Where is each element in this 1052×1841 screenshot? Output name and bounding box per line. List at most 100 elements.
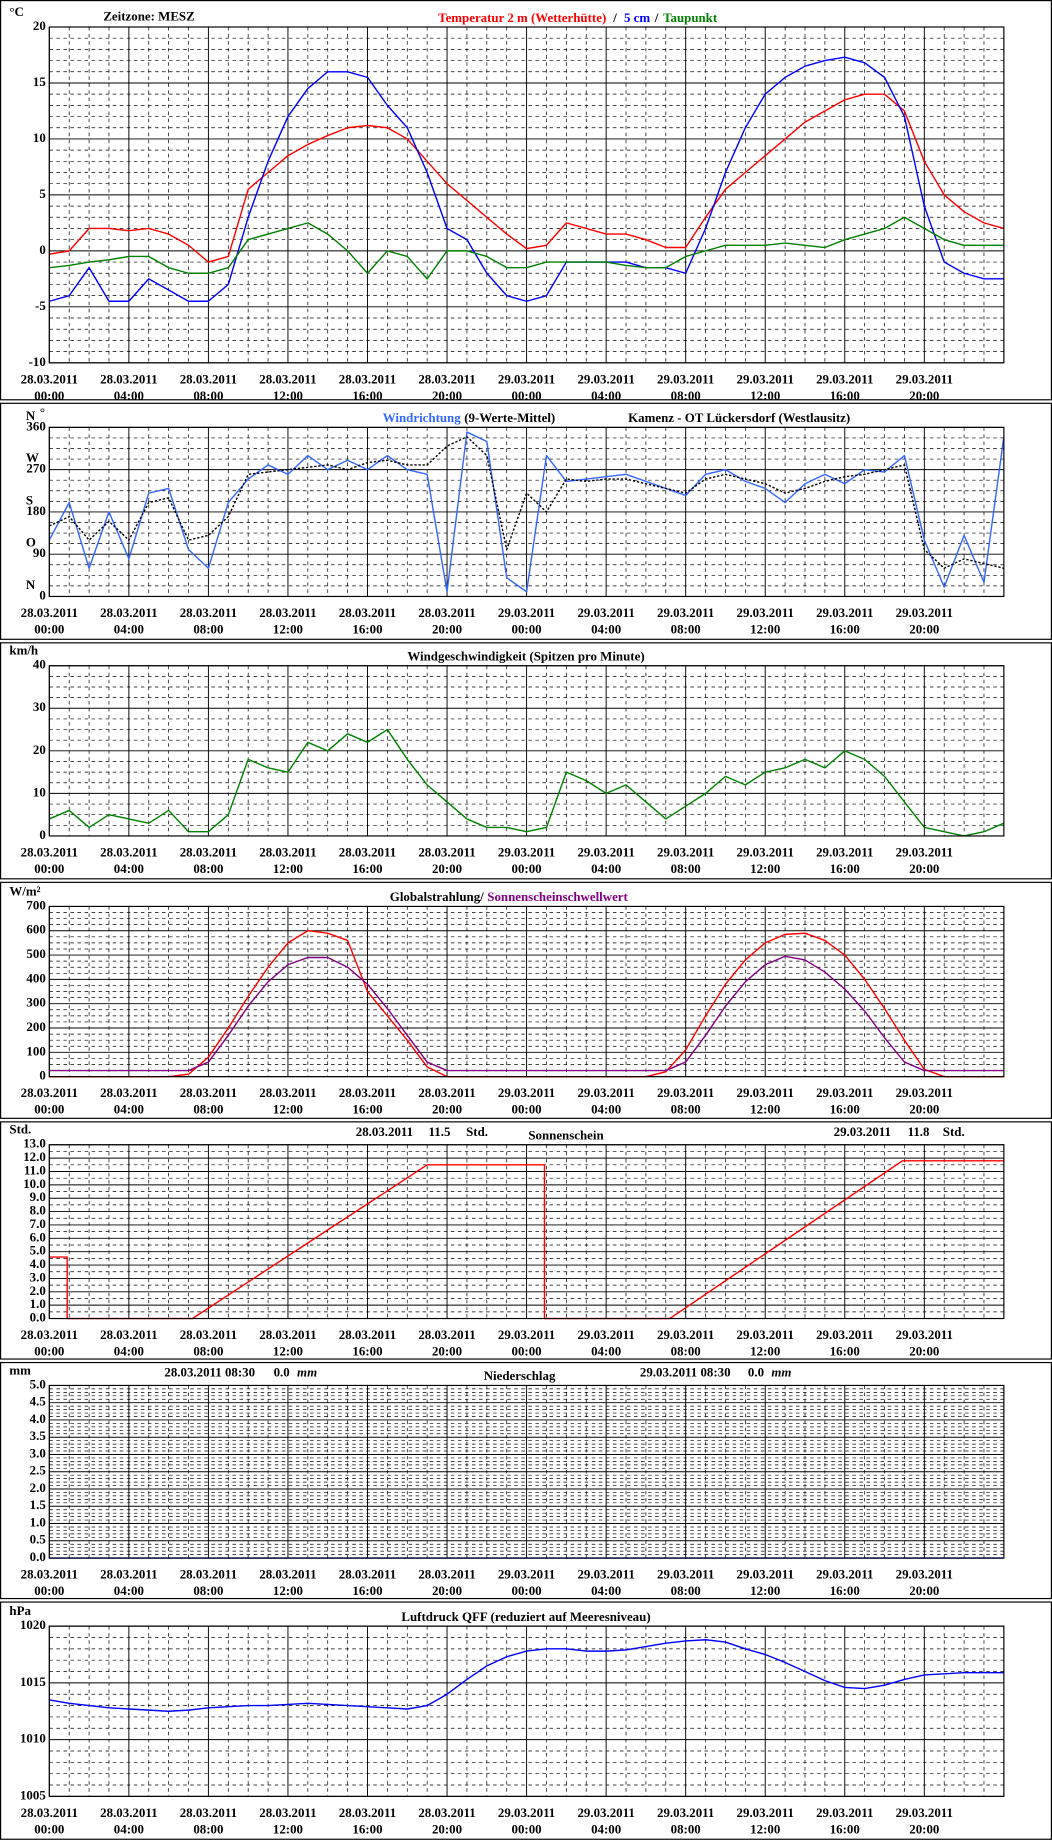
total-date: 28.03.2011 08:30 [164,1365,255,1380]
x-tick-date: 29.03.2011 [498,1327,555,1342]
x-tick-date: 29.03.2011 [577,1085,634,1100]
x-tick-time: 00:00 [34,621,64,636]
x-tick-date: 28.03.2011 [180,845,237,860]
x-tick-date: 28.03.2011 [418,1327,475,1342]
y-tick-label: 400 [26,970,45,985]
x-tick-date: 29.03.2011 [737,1805,794,1820]
plot-border [48,905,1005,1078]
x-tick-time: 12:00 [750,1344,780,1359]
y-tick-label: 2.0 [30,1480,46,1495]
x-tick-time: 00:00 [512,388,542,403]
x-tick-date: 29.03.2011 [816,1327,873,1342]
x-tick-time: 12:00 [750,1102,780,1117]
y-tick-label: 9.0 [30,1189,46,1204]
y-tick-label: 10.0 [23,1176,46,1191]
x-tick-time: 20:00 [432,388,462,403]
panel-frame [0,642,1052,880]
x-tick-date: 28.03.2011 [259,1805,316,1820]
x-tick-date: 28.03.2011 [259,845,316,860]
total-date: 29.03.2011 [834,1124,891,1139]
x-tick-date: 29.03.2011 [737,845,794,860]
total-unit: Std. [943,1124,965,1139]
x-tick-time: 16:00 [830,388,860,403]
y-tick-label: 1.0 [30,1514,46,1529]
y-tick-label: 0 [39,587,45,602]
x-tick-time: 12:00 [273,621,303,636]
x-tick-time: 12:00 [750,1821,780,1836]
y-tick-label: 20 [33,18,46,33]
x-tick-time: 00:00 [512,1821,542,1836]
y-unit: W/m² [9,883,40,898]
x-tick-time: 20:00 [432,1102,462,1117]
total-unit: mm [297,1365,317,1380]
y-tick-label: 0 [39,242,45,257]
x-tick-time: 00:00 [34,1102,64,1117]
x-tick-date: 29.03.2011 [896,1567,953,1582]
x-tick-date: 28.03.2011 [180,1327,237,1342]
legend-entry: Globalstrahlung [390,889,481,904]
data-line [49,728,1005,837]
x-tick-date: 29.03.2011 [577,845,634,860]
x-tick-date: 28.03.2011 [418,1805,475,1820]
x-tick-date: 29.03.2011 [737,371,794,386]
x-tick-date: 29.03.2011 [498,1085,555,1100]
y-tick-label: 200 [26,1019,45,1034]
y-tick-label: 30 [33,699,46,714]
x-tick-date: 28.03.2011 [259,1085,316,1100]
x-tick-date: 29.03.2011 [816,1805,873,1820]
y-tick-label: 700 [26,897,45,912]
legend-entry: Windrichtung [383,410,461,425]
y-tick-label: 5.0 [30,1243,46,1258]
x-tick-time: 00:00 [512,621,542,636]
x-tick-date: 29.03.2011 [896,371,953,386]
y-tick-label: 180 [26,503,45,518]
x-tick-time: 08:00 [193,1583,223,1598]
legend-entry: 5 cm [624,10,650,25]
x-tick-date: 28.03.2011 [418,845,475,860]
y-unit: °C [9,4,23,19]
y-unit: mm [9,1362,31,1377]
x-tick-date: 28.03.2011 [100,605,157,620]
y-tick-label: 2.5 [30,1463,46,1478]
x-tick-time: 08:00 [671,621,701,636]
x-tick-time: 04:00 [591,388,621,403]
y-tick-label: 1015 [20,1674,46,1689]
panel: 0 100 200 300 400 500 600 700 28.03.2011 00:00 28.… [0,881,1052,1119]
x-tick-time: 20:00 [432,621,462,636]
x-tick-date: 28.03.2011 [21,845,78,860]
y-tick-label: 1.0 [30,1296,46,1311]
y-tick-label: 40 [33,657,46,672]
x-tick-time: 20:00 [909,1344,939,1359]
x-tick-date: 29.03.2011 [577,605,634,620]
x-tick-time: 08:00 [193,1102,223,1117]
panel-frame [0,402,1052,640]
x-tick-time: 04:00 [591,1821,621,1836]
y-tick-label: -10 [29,354,46,369]
x-tick-date: 29.03.2011 [896,1805,953,1820]
x-tick-time: 00:00 [512,861,542,876]
x-tick-date: 29.03.2011 [577,1567,634,1582]
y-tick-label: 500 [26,946,45,961]
panel-frame [0,1121,1052,1360]
y-unit: km/h [9,643,38,658]
x-tick-time: 04:00 [114,1583,144,1598]
x-tick-time: 04:00 [591,1583,621,1598]
panel-frame [0,0,1052,401]
x-tick-date: 28.03.2011 [100,1327,157,1342]
x-tick-time: 08:00 [193,1344,223,1359]
y-tick-label: 1020 [20,1617,46,1632]
x-tick-time: 20:00 [432,1821,462,1836]
y-tick-label: 12.0 [23,1149,46,1164]
x-tick-time: 00:00 [512,1344,542,1359]
y-tick-label: 0.0 [30,1549,46,1564]
y-tick-label: 0 [39,827,45,842]
x-tick-time: 16:00 [830,861,860,876]
x-tick-time: 12:00 [273,861,303,876]
y-tick-label: 1005 [20,1787,46,1802]
x-tick-time: 20:00 [432,861,462,876]
y-tick-label: 4.0 [30,1411,46,1426]
x-tick-time: 16:00 [352,1821,382,1836]
x-tick-time: 12:00 [273,388,303,403]
x-tick-time: 20:00 [909,388,939,403]
